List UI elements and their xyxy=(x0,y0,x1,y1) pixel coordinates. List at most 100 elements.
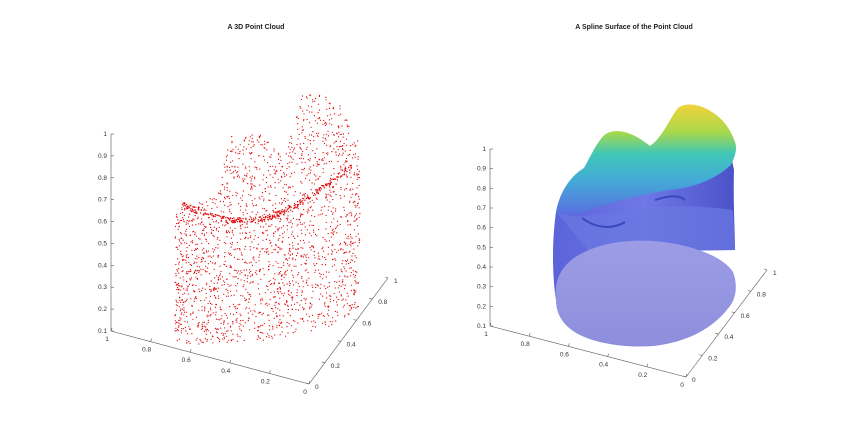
cloud-point xyxy=(328,206,330,208)
cloud-point xyxy=(328,295,330,297)
cloud-point xyxy=(280,198,283,200)
cloud-point xyxy=(259,326,261,328)
cloud-point xyxy=(315,179,317,181)
cloud-point xyxy=(320,283,322,285)
cloud-point xyxy=(254,161,256,163)
cloud-point xyxy=(287,162,289,165)
cloud-point xyxy=(329,145,331,147)
cloud-point xyxy=(269,329,271,331)
cloud-point xyxy=(322,237,324,239)
cloud-point xyxy=(310,189,312,191)
cloud-point xyxy=(229,242,231,244)
cloud-point xyxy=(331,124,333,126)
cloud-point xyxy=(315,287,317,289)
cloud-point xyxy=(219,265,221,267)
cloud-point xyxy=(297,117,299,119)
cloud-point xyxy=(335,154,337,156)
cloud-point xyxy=(281,248,283,250)
cloud-point xyxy=(296,144,298,146)
cloud-point xyxy=(316,190,318,192)
cloud-point xyxy=(212,312,214,314)
cloud-point xyxy=(247,183,249,185)
cloud-point xyxy=(230,204,232,206)
cloud-point xyxy=(309,247,311,249)
cloud-point xyxy=(328,309,330,311)
cloud-point xyxy=(256,247,258,249)
cloud-point xyxy=(357,305,359,308)
cloud-point xyxy=(349,200,351,202)
cloud-point xyxy=(245,166,247,168)
cloud-point xyxy=(233,256,235,258)
cloud-point xyxy=(291,308,294,310)
cloud-point xyxy=(289,148,291,150)
cloud-point xyxy=(285,274,287,276)
cloud-point xyxy=(200,261,202,263)
cloud-point xyxy=(244,221,246,223)
cloud-point xyxy=(259,251,261,253)
cloud-point xyxy=(235,308,237,310)
cloud-point xyxy=(279,334,281,336)
cloud-point xyxy=(313,231,315,233)
cloud-point xyxy=(286,321,288,324)
cloud-point xyxy=(246,220,248,222)
cloud-point xyxy=(272,216,274,218)
cloud-point xyxy=(345,276,347,278)
cloud-point xyxy=(328,271,330,273)
cloud-point xyxy=(344,260,346,262)
cloud-point xyxy=(212,342,214,344)
cloud-point xyxy=(321,312,323,314)
cloud-point xyxy=(258,155,260,157)
cloud-point xyxy=(342,306,344,308)
cloud-point xyxy=(340,167,342,169)
y-tick-label: 0.4 xyxy=(347,342,356,349)
cloud-point xyxy=(346,161,348,163)
cloud-point xyxy=(289,152,291,154)
cloud-point xyxy=(350,259,352,261)
cloud-point xyxy=(350,308,352,310)
cloud-point xyxy=(220,327,222,329)
cloud-point xyxy=(346,119,348,121)
cloud-point xyxy=(355,206,357,208)
cloud-point xyxy=(306,210,308,212)
cloud-point xyxy=(217,243,219,246)
cloud-point xyxy=(217,319,219,321)
cloud-point xyxy=(182,276,184,278)
cloud-point xyxy=(229,166,231,169)
cloud-point xyxy=(195,272,197,275)
cloud-point xyxy=(283,276,285,279)
cloud-point xyxy=(263,213,265,215)
cloud-point xyxy=(267,161,269,164)
cloud-point xyxy=(316,122,318,124)
cloud-point xyxy=(260,324,262,326)
cloud-point xyxy=(347,154,349,156)
cloud-point xyxy=(234,221,236,223)
cloud-point xyxy=(240,197,242,199)
x-tick-mark xyxy=(110,327,113,332)
cloud-point xyxy=(270,154,272,156)
cloud-point xyxy=(348,238,350,240)
cloud-point xyxy=(245,209,247,211)
cloud-point xyxy=(311,192,314,194)
cloud-point xyxy=(191,254,193,256)
cloud-point xyxy=(290,219,292,221)
cloud-point xyxy=(351,259,354,261)
cloud-point xyxy=(317,135,319,138)
cloud-point xyxy=(188,326,190,328)
cloud-point xyxy=(232,333,234,335)
cloud-point xyxy=(244,322,246,324)
cloud-point xyxy=(266,149,268,151)
cloud-point xyxy=(225,231,228,233)
cloud-point xyxy=(357,156,359,158)
cloud-point xyxy=(236,176,239,178)
cloud-point xyxy=(336,176,338,178)
cloud-point xyxy=(249,282,251,284)
cloud-point xyxy=(198,288,200,290)
cloud-point xyxy=(223,336,225,338)
cloud-point xyxy=(182,293,184,295)
cloud-point xyxy=(283,231,286,233)
cloud-point xyxy=(182,259,184,261)
cloud-point xyxy=(240,315,242,317)
cloud-point xyxy=(302,280,304,282)
cloud-point xyxy=(196,262,198,264)
right-y-ticks: 00.20.40.60.81 xyxy=(682,268,777,384)
